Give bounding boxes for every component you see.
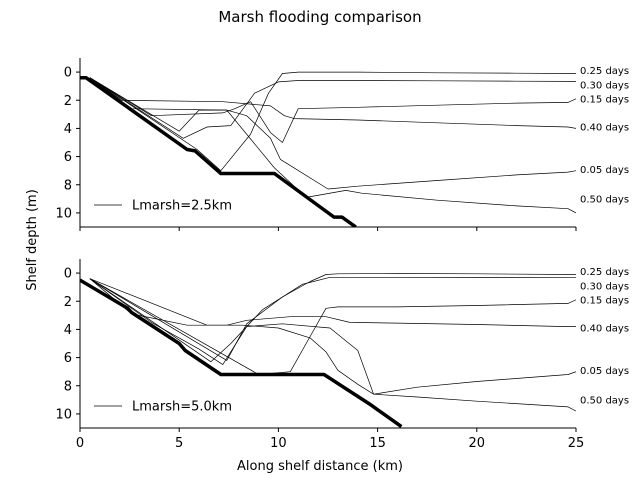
bathymetry-line [80,75,357,227]
x-tick-label: 10 [270,436,287,451]
series-end-label: 0.40 days [580,324,629,335]
series-end-label: 0.30 days [580,80,629,91]
x-tick-label: 0 [76,436,84,451]
series-end-label: 0.15 days [580,94,629,105]
series-end-label: 0.25 days [580,267,629,278]
y-tick-label: 10 [55,407,72,422]
y-tick-label: 0 [64,267,72,282]
series-line-0-05-days [89,278,576,395]
bathymetry-line [80,278,403,428]
legend-label: Lmarsh=5.0km [132,400,232,415]
series-end-label: 0.30 days [580,281,629,292]
series-end-label: 0.15 days [580,295,629,306]
panel-lmarsh-5p0: 0 2 4 6 8 10 0 5 10 15 20 25 0.25 days 0.30 days 0.15 … [55,259,629,451]
y-tick-label: 4 [64,122,72,137]
series-end-label: 0.50 days [580,395,629,406]
y-tick-label: 6 [64,150,72,165]
y-tick-label: 4 [64,323,72,338]
series-line-0-25-days [89,273,576,361]
y-tick-label: 10 [55,206,72,221]
y-axis-label: Shelf depth (m) [25,189,40,291]
series-line-0-50-days [89,77,576,214]
y-tick-label: 6 [64,351,72,366]
panel-lmarsh-2p5: 0 2 4 6 8 10 0.25 days 0.30 days 0.15 days 0.40 d… [55,58,629,231]
series-line-0-50-days [89,278,576,412]
y-tick-label: 2 [64,94,72,109]
y-tick-label: 8 [64,178,72,193]
y-tick-label: 8 [64,379,72,394]
y-tick-label: 0 [64,66,72,81]
x-axis-label: Along shelf distance (km) [237,459,403,474]
series-end-label: 0.40 days [580,123,629,134]
x-tick-label: 25 [568,436,585,451]
series-end-label: 0.05 days [580,366,629,377]
series-line-0-30-days [89,276,576,363]
y-tick-label: 2 [64,295,72,310]
series-line-0-30-days [89,77,576,139]
x-tick-label: 5 [175,436,183,451]
series-line-0-40-days [89,77,576,129]
x-tick-label: 15 [369,436,386,451]
series-line-0-05-days [89,77,576,190]
series-end-label: 0.25 days [580,66,629,77]
series-line-0-15-days [89,278,576,375]
series-line-0-40-days [89,278,576,327]
chart-title: Marsh flooding comparison [218,8,421,26]
x-tick-label: 20 [469,436,486,451]
series-line-0-25-days [89,71,576,172]
series-end-label: 0.50 days [580,194,629,205]
legend-label: Lmarsh=2.5km [132,199,232,214]
series-line-0-15-days [89,77,576,143]
series-end-label: 0.05 days [580,165,629,176]
